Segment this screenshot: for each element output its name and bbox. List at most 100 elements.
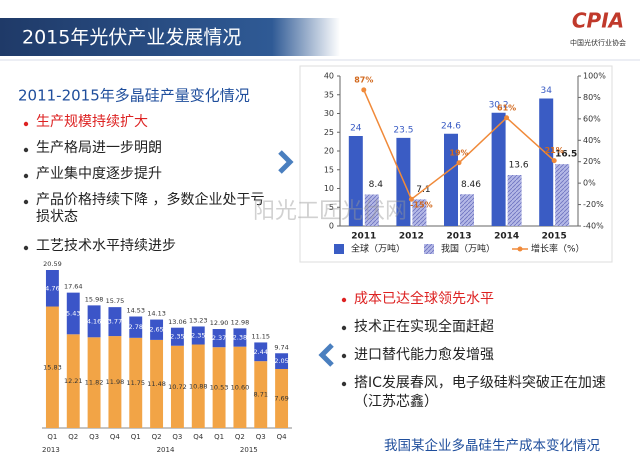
- x-tick-label: 2011: [351, 232, 376, 242]
- bar-segment: [254, 342, 268, 362]
- segment-label: 2.35: [170, 333, 184, 341]
- y-tick-label: 15: [324, 165, 334, 174]
- segment-label: 8.71: [254, 391, 268, 399]
- bar-label: 16.5: [555, 150, 577, 160]
- bullet-dot: [341, 325, 347, 331]
- y-tick-label: 0: [329, 222, 334, 231]
- segment-label: 11.82: [85, 379, 104, 387]
- bullet-box: 生产格局进一步明朗: [36, 140, 162, 156]
- bar-segment: [170, 345, 184, 428]
- x-tick-label: 2014: [494, 232, 519, 242]
- watermark: 阳光工匠光伏网: [253, 199, 407, 224]
- segment-label: 2.44: [254, 348, 268, 356]
- segment-label: 2.05: [274, 357, 288, 365]
- x-tick-label: Q3: [89, 433, 99, 441]
- bullet-box: 进口替代能力愈发增强: [354, 347, 494, 363]
- y-tick-label: 40: [324, 72, 334, 81]
- segment-label: 10.60: [231, 383, 250, 391]
- bar: [491, 112, 506, 226]
- x-tick-label: 2013: [446, 232, 471, 242]
- y-tick-label: 25: [324, 128, 334, 137]
- bar-label: 13.6: [509, 161, 529, 171]
- bar-segment: [66, 334, 80, 428]
- bar-label: 23.5: [393, 125, 413, 135]
- y2-tick-label: -20%: [583, 200, 604, 209]
- y-tick-label: 10: [324, 184, 334, 193]
- x-tick-label: Q3: [172, 433, 182, 441]
- bullet-dot: [23, 173, 29, 179]
- group-label: 2015: [240, 446, 258, 454]
- bar-label: 24.6: [441, 121, 461, 131]
- total-label: 15.75: [106, 297, 125, 305]
- y-tick-label: 35: [324, 90, 334, 99]
- bullet-dot: [23, 245, 29, 251]
- segment-label: 11.75: [126, 379, 145, 387]
- x-tick-label: Q2: [68, 433, 78, 441]
- total-label: 14.13: [147, 310, 166, 318]
- total-label: 12.98: [231, 318, 250, 326]
- legend-swatch: [334, 244, 344, 254]
- x-tick-label: Q1: [47, 433, 57, 441]
- growth-label: 61%: [497, 103, 516, 112]
- segment-label: 2.78: [129, 323, 143, 331]
- growth-point: [504, 115, 510, 121]
- logo-subtitle: 中国光伏行业协会: [570, 38, 626, 47]
- growth-label: 21%: [545, 146, 564, 155]
- bar: [507, 175, 522, 226]
- bar-segment: [191, 326, 205, 345]
- y2-tick-label: 0%: [583, 179, 596, 188]
- bullet-box: 产品价格持续下降 ，多数企业处于亏损状态: [36, 192, 265, 225]
- bullet-box: 工艺技术水平持续进步: [36, 238, 176, 254]
- y2-tick-label: 100%: [583, 72, 606, 81]
- segment-label: 7.69: [274, 394, 288, 402]
- legend-label: 全球（万吨）: [351, 243, 405, 255]
- bar-segment: [212, 329, 226, 348]
- segment-label: 3.77: [108, 318, 122, 326]
- segment-label: 4.76: [45, 284, 59, 292]
- growth-point: [456, 160, 462, 166]
- bullet-dot: [341, 353, 347, 359]
- legend-label: 增长率（%）: [531, 243, 585, 255]
- bar: [460, 194, 474, 226]
- segment-label: 5.43: [66, 309, 80, 317]
- arrow-left: [318, 343, 334, 367]
- total-label: 13.23: [189, 316, 208, 324]
- y-tick-label: 30: [324, 109, 334, 118]
- bar-segment: [108, 336, 122, 428]
- bullet-dot: [341, 381, 347, 387]
- bullet: 工艺技术水平持续进步: [36, 238, 176, 254]
- bullet-box: 成本已达全球领先水平: [354, 291, 494, 307]
- bullet-box: 生产规模持续扩大: [36, 114, 148, 130]
- segment-label: 15.83: [43, 363, 62, 371]
- header-bar: [0, 18, 340, 56]
- y-tick-label: 20: [324, 147, 334, 156]
- bar-segment: [233, 346, 247, 428]
- header-title: 2015年光伏产业发展情况: [22, 27, 241, 49]
- bar-segment: [45, 270, 59, 307]
- total-label: 14.53: [126, 307, 145, 315]
- growth-label: 87%: [354, 75, 373, 84]
- x-tick-label: Q1: [131, 433, 141, 441]
- y2-tick-label: 20%: [583, 157, 601, 166]
- bar-segment: [212, 347, 226, 428]
- bar-segment: [129, 337, 143, 428]
- segment-label: 12.21: [64, 377, 83, 385]
- growth-label: -15%: [410, 201, 432, 210]
- y-tick-label: 5: [329, 203, 334, 212]
- bullet-box: 搭IC发展春风，电子级硅料突破正在加速（江苏芯鑫）: [354, 375, 606, 410]
- caption: 我国某企业多晶硅生产成本变化情况: [384, 437, 600, 454]
- bar-segment: [233, 328, 247, 347]
- bullet: 生产格局进一步明朗: [36, 140, 162, 156]
- bar-segment: [87, 337, 101, 428]
- bullet: 产品价格持续下降 ，多数企业处于亏损状态: [36, 192, 265, 225]
- total-label: 11.15: [251, 332, 270, 340]
- total-label: 15.98: [85, 295, 104, 303]
- segment-label: 10.88: [189, 382, 208, 390]
- bullet: 技术正在实现全面赶超: [354, 319, 494, 335]
- bar: [555, 164, 570, 226]
- bar: [348, 136, 363, 226]
- x-tick-label: Q4: [193, 433, 204, 441]
- segment-label: 11.48: [147, 380, 166, 388]
- segment-label: 2.38: [233, 334, 247, 342]
